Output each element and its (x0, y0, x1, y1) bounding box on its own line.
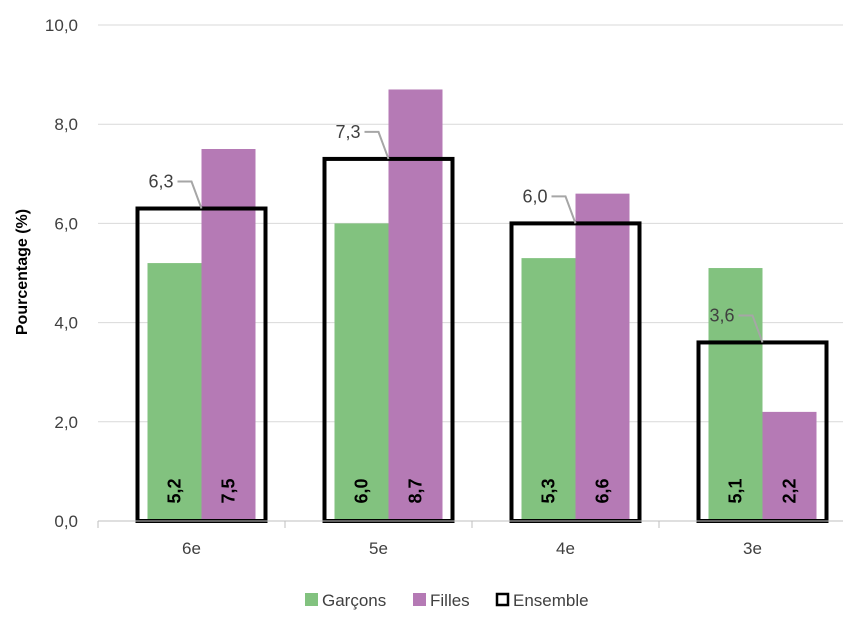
data-label-garcons: 6,0 (352, 478, 372, 503)
y-tick-label: 0,0 (54, 512, 78, 531)
legend-swatch (413, 593, 426, 606)
leader-line (738, 314, 764, 343)
y-axis-ticks: 0,0 2,0 4,0 6,0 8,0 10,0 (45, 16, 78, 531)
data-label-filles: 8,7 (406, 478, 426, 503)
leader-line (364, 130, 390, 160)
legend-label: Ensemble (513, 591, 589, 610)
bar-garcons (147, 263, 202, 521)
y-tick-label: 8,0 (54, 115, 78, 134)
y-tick-label: 6,0 (54, 214, 78, 233)
x-tick-label: 6e (182, 539, 201, 558)
data-label-filles: 7,5 (219, 478, 239, 503)
bar-garcons (708, 268, 763, 521)
data-label-garcons: 5,2 (165, 478, 185, 503)
y-tick-label: 4,0 (54, 314, 78, 333)
x-axis: 6e 5e 4e 3e (97, 520, 843, 558)
data-label-filles: 6,6 (593, 478, 613, 503)
data-label-ensemble: 6,0 (522, 186, 547, 206)
y-tick-label: 2,0 (54, 413, 78, 432)
x-tick-label: 3e (743, 539, 762, 558)
data-label-ensemble: 6,3 (148, 172, 173, 192)
legend-label: Filles (430, 591, 470, 610)
leader-line (551, 195, 577, 224)
bar-garcons (334, 223, 389, 521)
data-label-garcons: 5,1 (726, 478, 746, 503)
data-label-ensemble: 7,3 (335, 122, 360, 142)
data-label-filles: 2,2 (780, 478, 800, 503)
data-label-ensemble: 3,6 (709, 305, 734, 325)
y-axis-label: Pourcentage (%) (14, 209, 31, 335)
legend-swatch (305, 593, 318, 606)
legend-swatch-ensemble (495, 592, 510, 607)
legend-label: Garçons (322, 591, 386, 610)
bar-garcons (521, 258, 576, 521)
bar-filles (388, 89, 443, 521)
x-tick-label: 5e (369, 539, 388, 558)
legend: Garçons Filles Ensemble (305, 591, 589, 610)
bars: 5,2 7,5 6,3 6,0 8,7 7,3 5,3 6,6 6,0 5,1 2,2 3,6 (135, 89, 829, 524)
bar-filles (201, 149, 256, 521)
data-label-garcons: 5,3 (539, 478, 559, 503)
x-tick-label: 4e (556, 539, 575, 558)
y-tick-label: 10,0 (45, 16, 78, 35)
bar-filles (762, 411, 817, 521)
bar-filles (575, 193, 630, 521)
leader-line (177, 180, 203, 209)
